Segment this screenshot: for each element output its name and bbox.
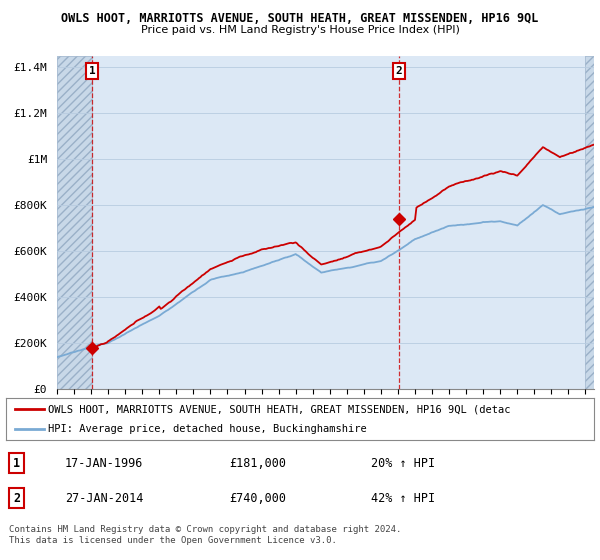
Text: 27-JAN-2014: 27-JAN-2014 (65, 492, 143, 505)
Text: 1: 1 (89, 66, 95, 76)
Bar (57, 56, 92, 389)
Text: OWLS HOOT, MARRIOTTS AVENUE, SOUTH HEATH, GREAT MISSENDEN, HP16 9QL (detac: OWLS HOOT, MARRIOTTS AVENUE, SOUTH HEATH… (49, 404, 511, 414)
Text: £181,000: £181,000 (229, 457, 286, 470)
Text: 2: 2 (13, 492, 20, 505)
Text: 42% ↑ HPI: 42% ↑ HPI (371, 492, 434, 505)
Text: 17-JAN-1996: 17-JAN-1996 (65, 457, 143, 470)
Text: Contains HM Land Registry data © Crown copyright and database right 2024.
This d: Contains HM Land Registry data © Crown c… (9, 525, 401, 545)
Text: £740,000: £740,000 (229, 492, 286, 505)
Text: OWLS HOOT, MARRIOTTS AVENUE, SOUTH HEATH, GREAT MISSENDEN, HP16 9QL: OWLS HOOT, MARRIOTTS AVENUE, SOUTH HEATH… (61, 12, 539, 25)
Bar (586, 56, 594, 389)
Bar (57, 56, 92, 389)
Text: 2: 2 (396, 66, 403, 76)
Bar (586, 56, 594, 389)
Text: 1: 1 (13, 457, 20, 470)
Text: Price paid vs. HM Land Registry's House Price Index (HPI): Price paid vs. HM Land Registry's House … (140, 25, 460, 35)
Text: HPI: Average price, detached house, Buckinghamshire: HPI: Average price, detached house, Buck… (49, 424, 367, 434)
Text: 20% ↑ HPI: 20% ↑ HPI (371, 457, 434, 470)
